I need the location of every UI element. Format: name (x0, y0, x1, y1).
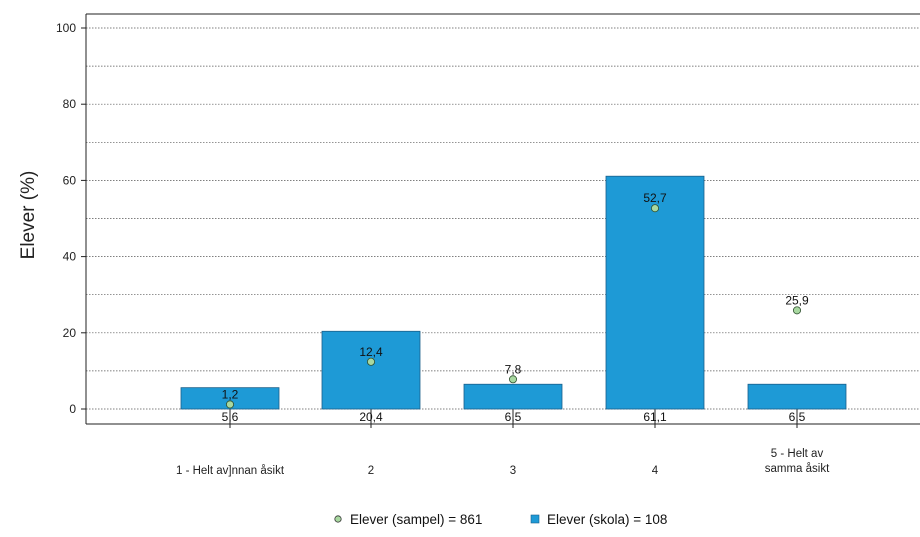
category-label: 5 - Helt av (771, 448, 824, 460)
bar (463, 383, 563, 410)
y-axis-label: Elever (%) (18, 171, 39, 260)
bar (605, 175, 705, 410)
y-tick-label: 0 (69, 402, 76, 416)
sample-value-label: 7,8 (505, 362, 522, 376)
legend-point-marker (334, 515, 342, 523)
bar (180, 387, 280, 410)
legend: Elever (sampel) = 861 Elever (skola) = 1… (334, 512, 667, 527)
bar-value-label: 6,5 (505, 410, 522, 424)
y-tick-label: 20 (63, 326, 77, 340)
sample-point (793, 306, 802, 315)
bars (180, 175, 847, 410)
sample-points (225, 204, 802, 409)
data-labels: 5,6 1,2 20,4 12,4 6,5 7,8 61,1 52,7 6,5 25,9 (222, 191, 809, 424)
bar (321, 330, 421, 410)
axes: 0 20 40 60 80 100 (56, 13, 920, 428)
category-label: samma åsikt (765, 463, 830, 475)
bar-value-label: 20,4 (359, 410, 383, 424)
sample-point (651, 204, 660, 213)
category-labels: 1 - Helt av]nnan åsikt 2 3 4 5 - Helt av samm… (176, 448, 830, 477)
sample-value-label: 12,4 (359, 345, 383, 359)
category-label: 2 (368, 465, 374, 477)
bar-value-label: 61,1 (643, 410, 667, 424)
y-tick-label: 40 (63, 250, 77, 264)
sample-value-label: 25,9 (785, 293, 809, 307)
bar-value-label: 5,6 (222, 410, 239, 424)
sample-point (366, 357, 375, 366)
legend-sample-label: Elever (sampel) = 861 (350, 512, 482, 527)
category-label: 1 - Helt av]nnan åsikt (176, 465, 285, 477)
legend-school-label: Elever (skola) = 108 (547, 512, 667, 527)
y-tick-label: 60 (63, 173, 77, 187)
category-label: 3 (510, 465, 516, 477)
y-tick-label: 80 (63, 97, 77, 111)
y-tick-label: 100 (56, 21, 76, 35)
category-label: 4 (652, 465, 659, 477)
grid-lines (86, 27, 920, 410)
legend-bar-marker (530, 514, 540, 524)
sample-value-label: 1,2 (222, 387, 239, 401)
sample-point (225, 400, 234, 409)
sample-value-label: 52,7 (643, 191, 667, 205)
bar-value-label: 6,5 (789, 410, 806, 424)
bar (747, 383, 847, 410)
sample-point (508, 375, 517, 384)
